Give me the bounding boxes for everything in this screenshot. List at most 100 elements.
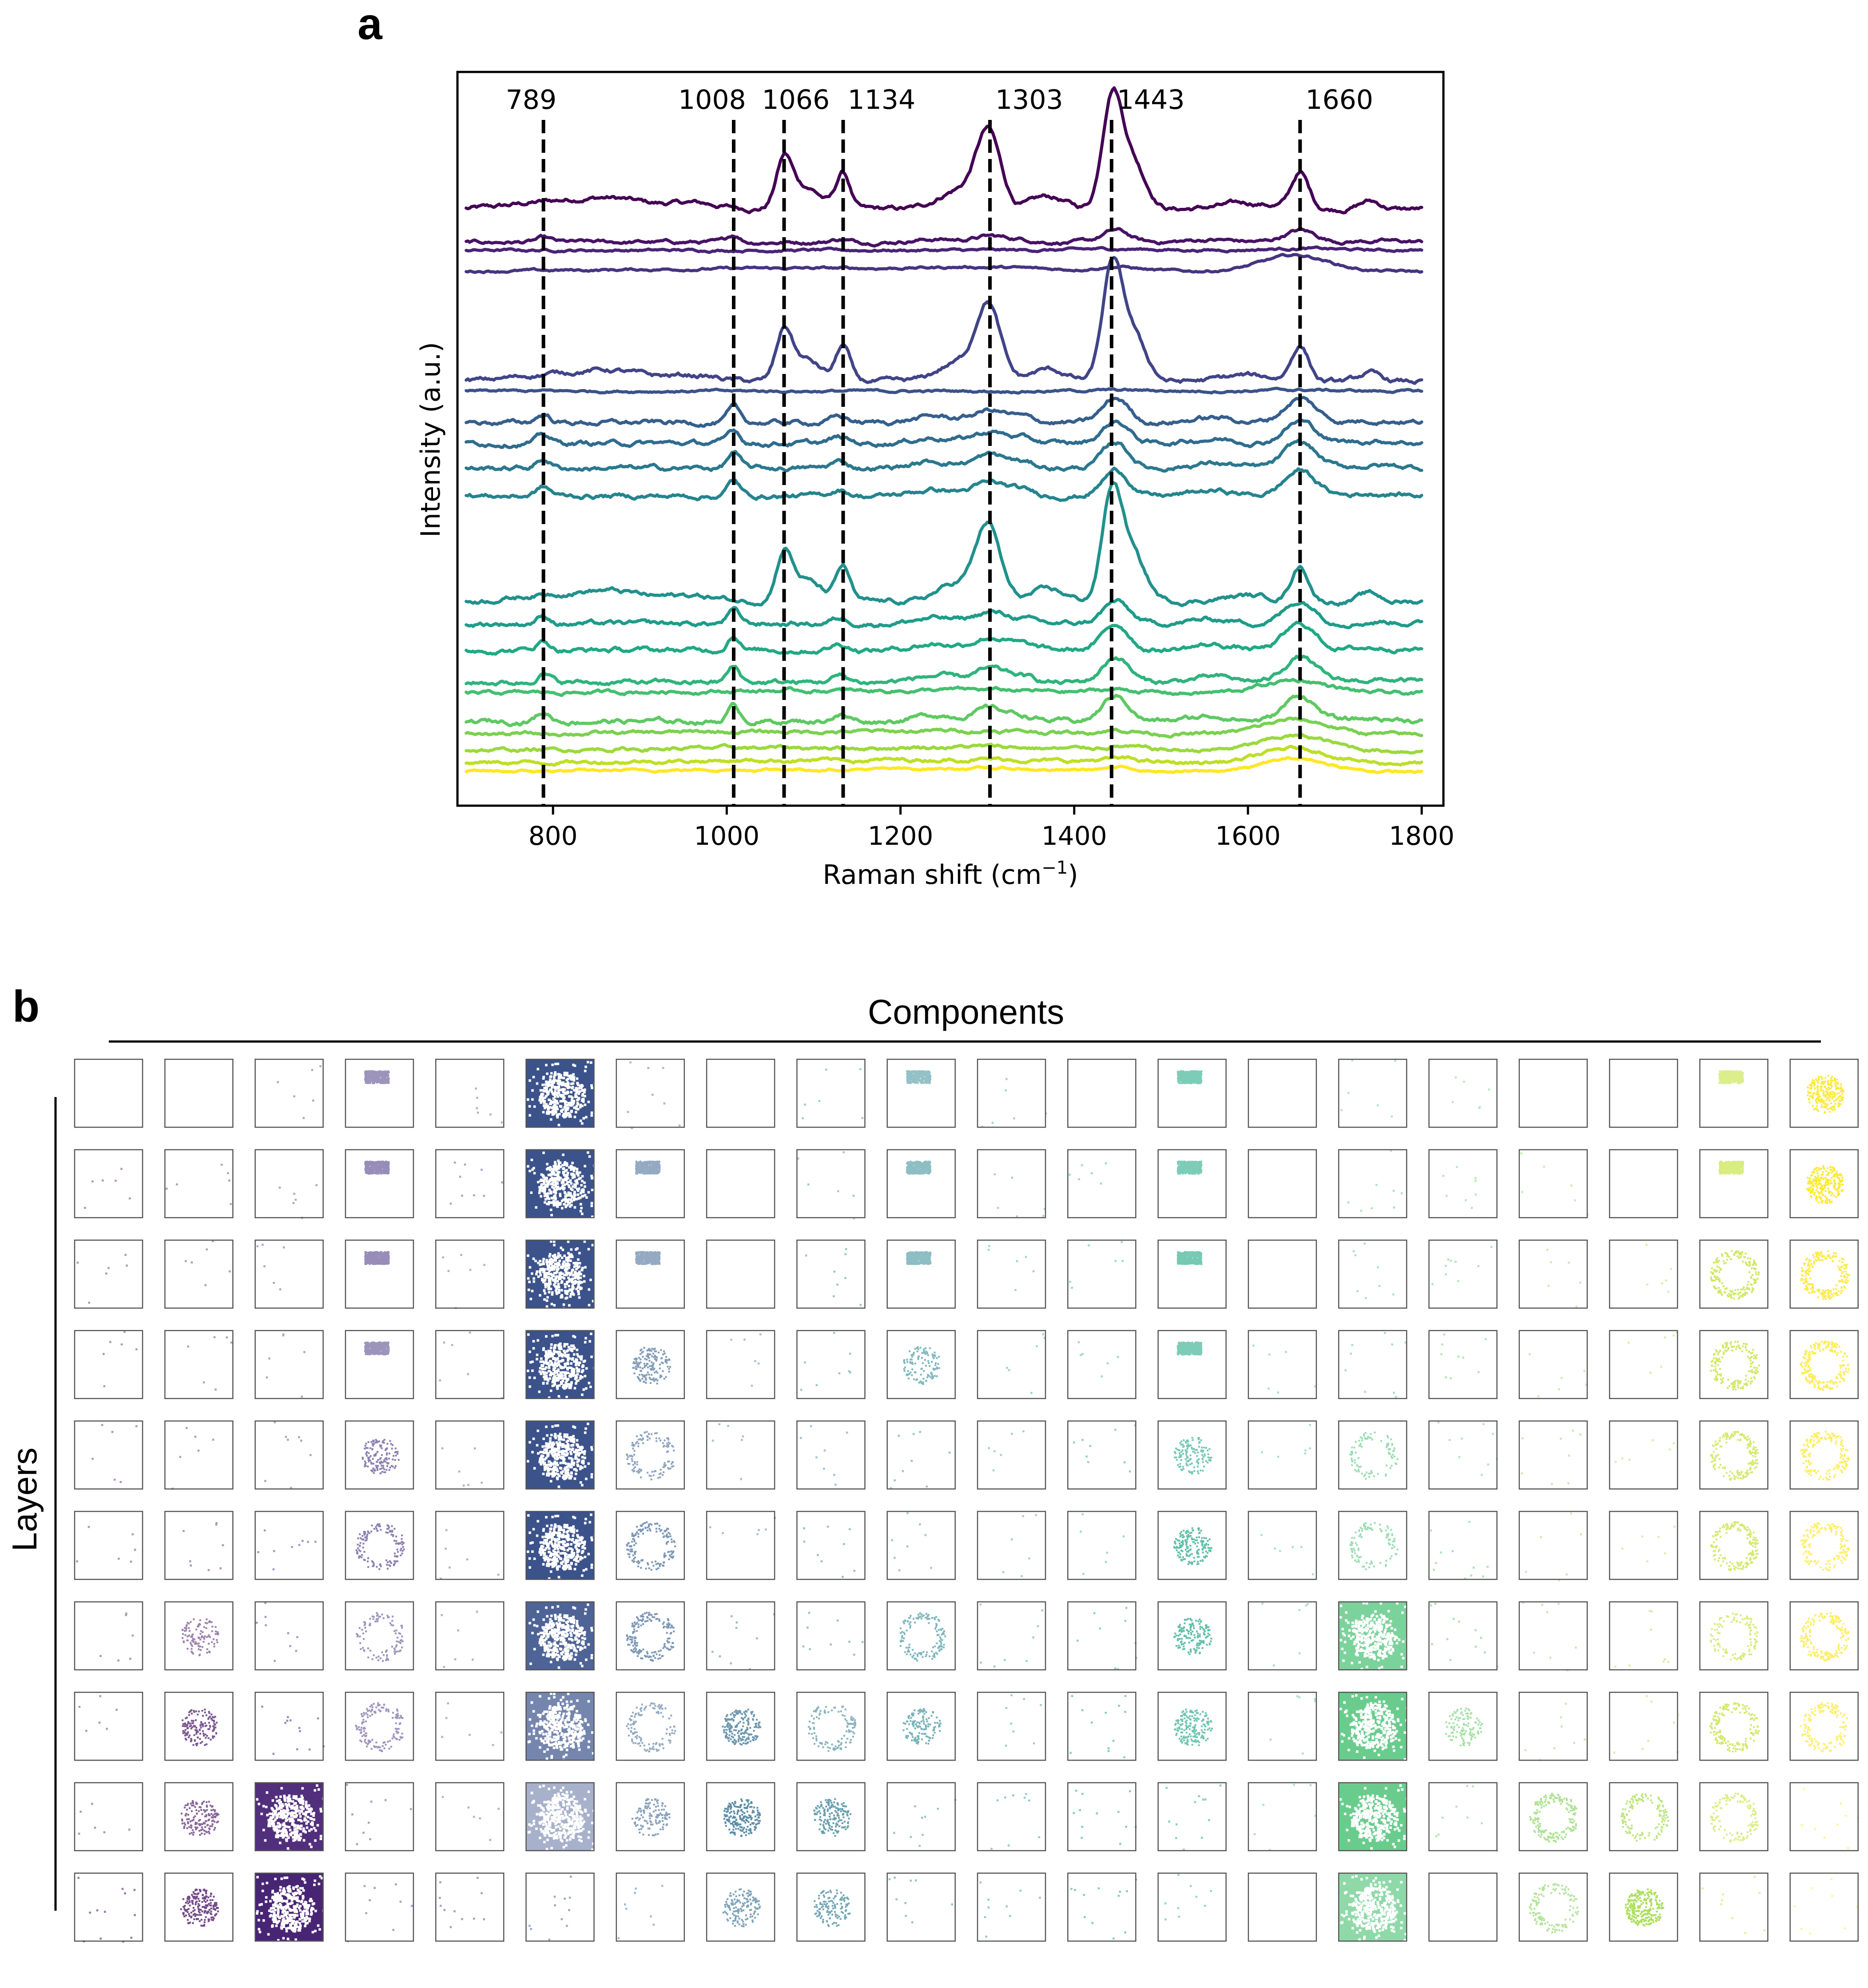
map-tile-r7-c20 xyxy=(1789,1601,1859,1670)
map-tile-r6-c20 xyxy=(1789,1511,1859,1580)
tile-frame xyxy=(616,1149,685,1218)
tile-pixels xyxy=(626,1702,676,1753)
tile-pixels xyxy=(891,1512,932,1571)
tile-frame xyxy=(1067,1511,1137,1580)
tile-pixels xyxy=(355,1523,405,1570)
tile-frame xyxy=(1067,1782,1137,1852)
map-tile-r7-c9 xyxy=(796,1601,866,1670)
tile-frame xyxy=(977,1782,1046,1852)
tile-frame xyxy=(254,1420,324,1490)
tile-frame xyxy=(1157,1511,1227,1580)
map-tile-r5-c17 xyxy=(1518,1420,1588,1490)
spectrum-line-18 xyxy=(465,732,1423,755)
map-tile-r10-c18 xyxy=(1609,1873,1678,1942)
map-tile-r8-c5 xyxy=(435,1691,505,1761)
tile-pixels xyxy=(803,1526,856,1578)
map-tile-r6-c7 xyxy=(616,1511,685,1580)
tile-pixels xyxy=(990,1793,1040,1850)
tile-frame xyxy=(1609,1420,1678,1490)
tile-pixels xyxy=(800,1332,851,1391)
map-tile-r10-c15 xyxy=(1338,1873,1407,1944)
tile-frame xyxy=(525,1149,595,1218)
map-tile-r2-c12 xyxy=(1067,1149,1137,1218)
tile-pixels xyxy=(635,1251,661,1265)
map-tile-r7-c8 xyxy=(706,1601,775,1670)
tile-pixels xyxy=(1340,1059,1396,1117)
map-tile-r5-c14 xyxy=(1248,1420,1317,1490)
tile-pixels xyxy=(1174,1437,1212,1475)
tile-pixels xyxy=(1529,1353,1587,1398)
tile-pixels xyxy=(364,1251,390,1265)
tile-frame xyxy=(525,1691,595,1761)
tile-frame xyxy=(254,1149,324,1218)
tile-frame xyxy=(1248,1691,1317,1761)
map-tile-r2-c19 xyxy=(1699,1149,1769,1218)
tile-frame xyxy=(796,1691,866,1761)
map-tile-r9-c11 xyxy=(977,1782,1046,1852)
map-tile-r2-c5 xyxy=(435,1149,505,1218)
tile-frame xyxy=(525,1058,595,1128)
map-tile-r3-c5 xyxy=(435,1239,505,1309)
tile-pixels xyxy=(1349,1431,1399,1480)
tile-pixels xyxy=(1176,1161,1203,1175)
map-tile-r2-c17 xyxy=(1518,1149,1589,1218)
tile-frame xyxy=(1157,1330,1227,1400)
map-tile-r2-c1 xyxy=(74,1149,143,1218)
tile-pixels xyxy=(1451,1076,1490,1109)
tile-frame xyxy=(616,1330,685,1400)
tile-frame xyxy=(1067,1873,1137,1942)
map-tile-r9-c14 xyxy=(1248,1782,1317,1852)
map-tile-r10-c7 xyxy=(616,1873,685,1942)
tile-frame xyxy=(525,1511,595,1580)
tile-pixels xyxy=(797,1151,855,1220)
tile-frame xyxy=(1248,1149,1317,1218)
map-tile-r6-c12 xyxy=(1067,1511,1137,1580)
map-tile-r10-c10 xyxy=(886,1873,956,1942)
tile-frame xyxy=(1518,1149,1588,1218)
x-tick-label-1200: 1200 xyxy=(868,821,934,851)
tile-pixels xyxy=(1005,1694,1042,1747)
map-tile-r1-c11 xyxy=(977,1058,1047,1128)
tile-pixels xyxy=(711,1613,775,1670)
map-tile-r8-c19 xyxy=(1699,1691,1769,1761)
map-tile-r2-c6 xyxy=(525,1149,596,1218)
tile-frame xyxy=(977,1511,1046,1580)
map-tile-r3-c9 xyxy=(796,1239,866,1309)
map-tile-r8-c15 xyxy=(1338,1691,1408,1762)
tile-frame xyxy=(796,1873,866,1942)
tile-pixels xyxy=(1625,1888,1665,1927)
tile-pixels xyxy=(1080,1513,1125,1575)
tile-pixels xyxy=(181,1618,219,1656)
tile-frame xyxy=(796,1420,866,1490)
tile-frame xyxy=(977,1149,1046,1218)
tile-frame xyxy=(616,1873,685,1942)
tile-pixels xyxy=(813,1798,851,1837)
tile-frame xyxy=(1699,1149,1769,1218)
map-tile-r4-c17 xyxy=(1518,1330,1588,1400)
spectrum-line-9 xyxy=(465,438,1423,473)
x-axis-label-sup: −1 xyxy=(1041,858,1068,878)
tile-frame xyxy=(1789,1511,1859,1580)
tile-pixels xyxy=(722,1709,762,1746)
map-tile-r6-c17 xyxy=(1518,1511,1588,1582)
tile-pixels xyxy=(364,1161,390,1175)
map-tile-r3-c14 xyxy=(1248,1239,1317,1309)
tile-pixels xyxy=(1430,1521,1489,1580)
x-tick-label-1400: 1400 xyxy=(1041,821,1107,851)
tile-frame xyxy=(977,1330,1046,1400)
tile-pixels xyxy=(439,1332,503,1400)
tile-cell-hole xyxy=(529,1603,596,1672)
map-tile-r6-c9 xyxy=(796,1511,866,1580)
map-tile-r8-c18 xyxy=(1609,1691,1679,1761)
tile-pixels xyxy=(346,1784,412,1845)
tile-frame xyxy=(1067,1691,1137,1761)
map-tile-r3-c3 xyxy=(254,1239,324,1309)
map-tile-r2-c16 xyxy=(1428,1149,1498,1218)
tile-frame xyxy=(74,1420,143,1490)
map-tile-r10-c14 xyxy=(1248,1873,1317,1942)
map-tile-r8-c10 xyxy=(886,1691,956,1761)
tile-pixels xyxy=(362,1439,400,1475)
tile-pixels xyxy=(893,1799,957,1847)
map-tile-r8-c1 xyxy=(74,1691,143,1761)
tile-frame xyxy=(796,1239,866,1309)
